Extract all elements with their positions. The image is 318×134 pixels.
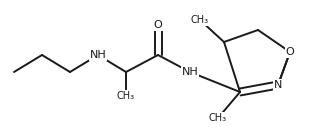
Text: CH₃: CH₃	[117, 91, 135, 101]
Text: O: O	[154, 20, 162, 30]
Text: N: N	[274, 80, 282, 90]
Text: CH₃: CH₃	[209, 113, 227, 123]
Text: O: O	[286, 47, 294, 57]
Text: NH: NH	[90, 50, 107, 60]
Text: CH₃: CH₃	[191, 15, 209, 25]
Text: NH: NH	[182, 67, 198, 77]
